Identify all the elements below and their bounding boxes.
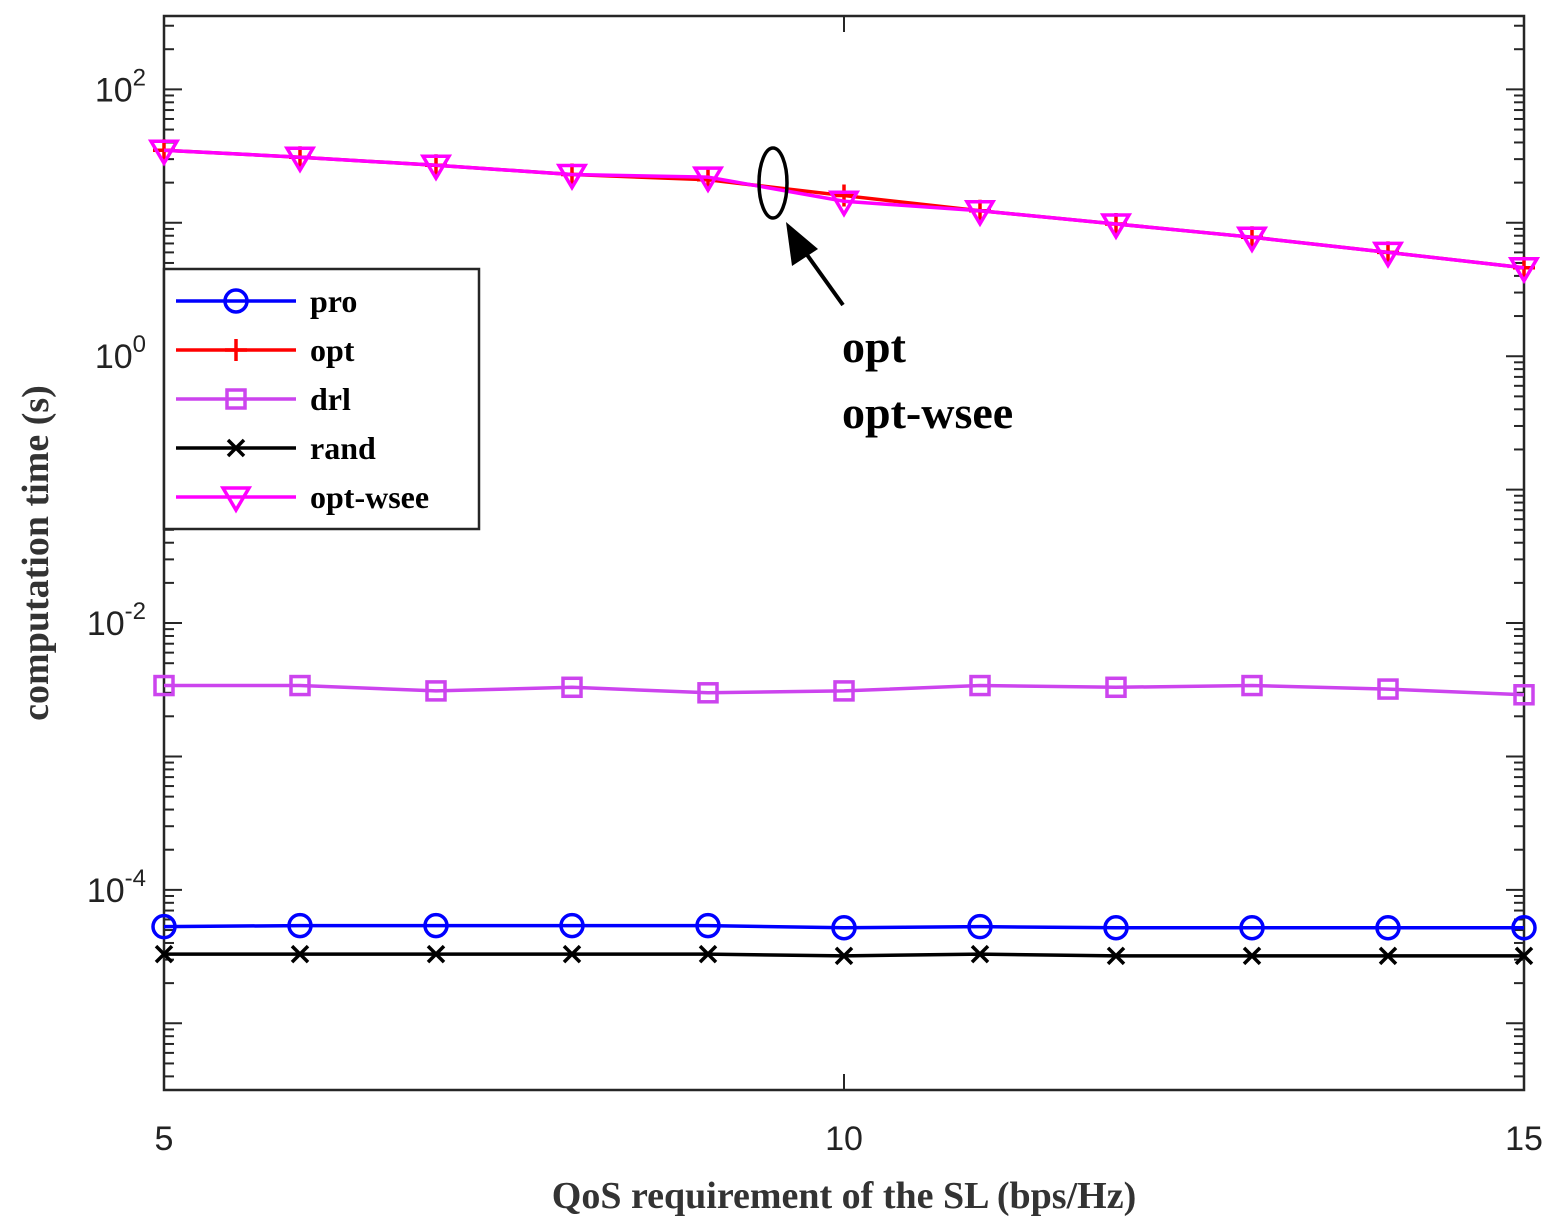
data-point-drl [833, 680, 855, 702]
data-point-opt-wsee [283, 146, 317, 174]
legend-label: drl [310, 381, 351, 417]
data-point-rand [698, 944, 718, 964]
data-point-rand [1242, 946, 1262, 966]
data-point-opt-wsee [1371, 241, 1405, 269]
data-point-drl [697, 682, 719, 704]
y-tick-label: 10-4 [87, 865, 146, 910]
data-point-pro [559, 912, 585, 939]
data-point-opt-wsee [555, 163, 589, 191]
data-point-opt-wsee [1099, 213, 1133, 241]
data-point-rand [562, 944, 582, 964]
series-pro [151, 912, 1537, 941]
annotation-ellipse [757, 146, 789, 220]
x-tick-label: 15 [1505, 1120, 1543, 1158]
legend-marker [226, 438, 246, 458]
x-tick-label: 10 [825, 1120, 863, 1158]
legend-item-opt: opt [176, 332, 355, 368]
data-point-rand [1106, 946, 1126, 966]
annotation-label-opt: opt [842, 321, 907, 372]
legend-item-opt-wsee: opt-wsee [176, 479, 429, 515]
series-line-opt-wsee [163, 148, 1525, 270]
data-point-drl [1377, 678, 1399, 700]
data-point-opt-wsee [827, 190, 861, 218]
data-point-drl [289, 674, 311, 697]
series-layer [147, 139, 1541, 966]
legend-label: opt-wsee [310, 479, 429, 515]
series-line-drl [164, 683, 1525, 697]
data-point-opt-wsee [419, 154, 453, 182]
data-point-pro [287, 912, 313, 939]
x-axis-label: QoS requirement of the SL (bps/Hz) [552, 1175, 1136, 1217]
data-point-pro [1375, 915, 1401, 941]
data-point-pro [967, 913, 993, 940]
series-line-pro [163, 923, 1524, 930]
data-point-pro [423, 912, 449, 939]
x-tick-label: 5 [155, 1120, 174, 1158]
data-point-drl [969, 674, 991, 697]
data-point-rand [290, 944, 310, 964]
legend-item-drl: drl [176, 381, 351, 417]
data-point-rand [154, 944, 174, 964]
y-tick-label: 10-2 [87, 598, 146, 643]
data-point-rand [834, 946, 854, 966]
data-point-drl [1241, 674, 1263, 697]
data-point-rand [426, 944, 446, 964]
axis-ticks: 5 10 15 102 100 10-2 10-4 [87, 16, 1543, 1158]
data-point-pro [1511, 915, 1537, 941]
y-tick-label: 102 [95, 64, 146, 109]
data-point-opt-wsee [691, 166, 725, 194]
legend: pro opt drl rand opt-wsee [162, 267, 481, 531]
legend-item-pro: pro [176, 283, 357, 319]
y-tick-label: 100 [95, 331, 146, 376]
data-point-rand [970, 944, 990, 964]
y-axis-label: computation time (s) [15, 385, 57, 721]
data-point-drl [153, 674, 175, 697]
legend-item-rand: rand [176, 430, 376, 466]
series-opt-wsee [147, 139, 1541, 285]
legend-marker [219, 486, 253, 514]
data-point-pro [1239, 915, 1265, 941]
legend-marker [225, 388, 247, 410]
legend-marker [223, 288, 249, 314]
data-point-opt-wsee [147, 139, 181, 167]
data-point-drl [561, 676, 583, 699]
legend-label: pro [310, 283, 357, 319]
data-point-rand [1378, 946, 1398, 966]
data-point-opt-wsee [1235, 226, 1269, 254]
data-point-opt-wsee [1507, 257, 1541, 285]
data-point-opt-wsee [963, 200, 997, 228]
legend-label: opt [310, 332, 355, 368]
series-rand [154, 944, 1534, 966]
series-drl [153, 674, 1535, 706]
data-point-pro [695, 912, 721, 939]
data-point-rand [1514, 946, 1534, 966]
data-point-drl [1105, 676, 1127, 699]
annotation: opt opt-wsee [757, 146, 1013, 438]
data-point-pro [831, 915, 857, 941]
annotation-arrow-head [786, 222, 818, 266]
data-point-drl [1513, 684, 1535, 706]
annotation-label-opt-wsee: opt-wsee [842, 387, 1013, 438]
legend-label: rand [310, 430, 376, 466]
data-point-pro [1103, 915, 1129, 941]
legend-marker [225, 339, 247, 361]
data-point-pro [151, 913, 177, 940]
data-point-drl [425, 680, 447, 702]
